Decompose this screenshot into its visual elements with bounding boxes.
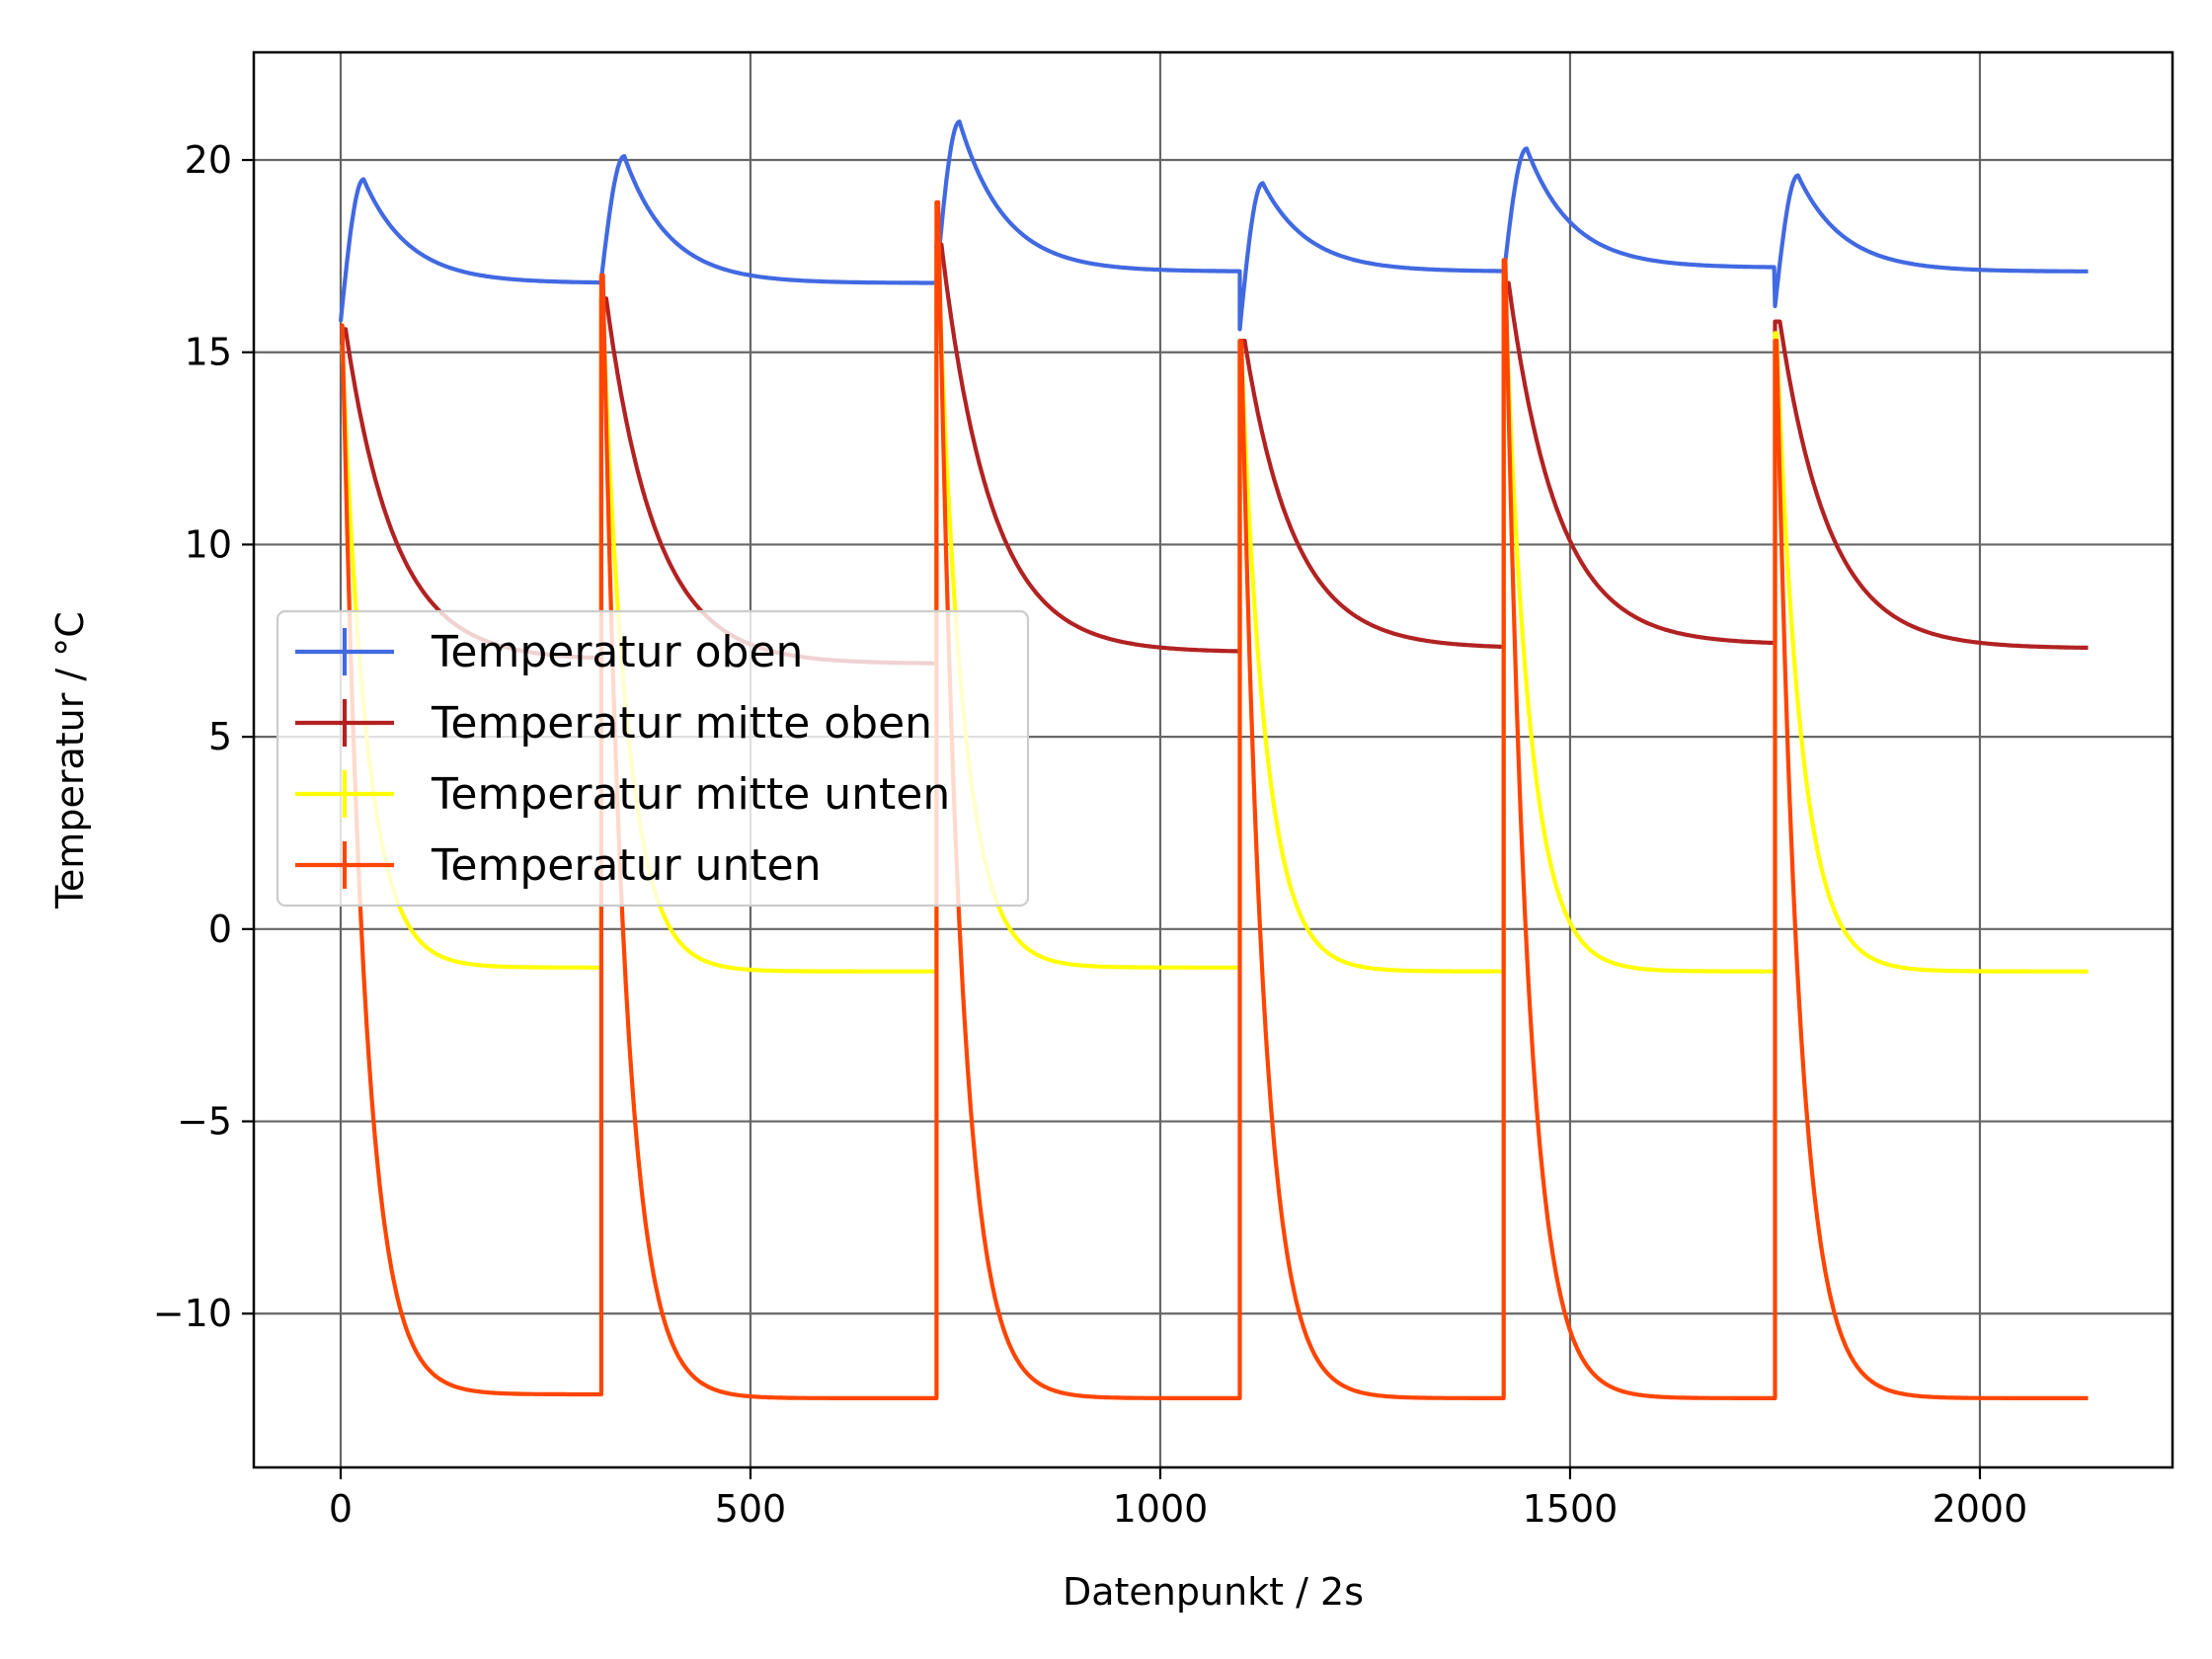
y-axis-label: Temperatur / °C: [48, 611, 92, 909]
legend-box: [276, 609, 1030, 908]
x-tick-label: 1500: [1523, 1487, 1619, 1531]
series-layer: [338, 119, 2089, 1400]
legend-label: Temperatur unten: [431, 840, 822, 891]
y-tick-label: 0: [208, 908, 232, 951]
y-tick-label: 15: [185, 331, 232, 374]
series-line-2: [341, 242, 2089, 667]
legend: Temperatur oben Temperatur mitte oben Temp…: [276, 609, 1030, 908]
x-tick-label: 500: [715, 1487, 787, 1531]
y-tick-label: 5: [208, 715, 232, 758]
series-line-1: [338, 119, 2089, 332]
x-tick-label: 1000: [1113, 1487, 1209, 1531]
x-tick-label: 2000: [1933, 1487, 2028, 1531]
y-tick-label: −10: [153, 1292, 232, 1335]
plot-frame: [252, 50, 2174, 1469]
legend-label: Temperatur mitte unten: [431, 769, 950, 820]
series-line-4: [340, 199, 2089, 1400]
y-tick-label: −5: [177, 1100, 232, 1144]
legend-label: Temperatur mitte oben: [431, 698, 932, 749]
x-tick-label: 0: [329, 1487, 353, 1531]
x-axis-label: Datenpunkt / 2s: [1063, 1570, 1364, 1614]
y-tick-label: 10: [185, 522, 232, 566]
legend-label: Temperatur oben: [431, 627, 803, 677]
y-axis: −10 −5 0 5 10 15 20: [153, 138, 254, 1335]
x-axis: 0 500 1000 1500 2000: [329, 1467, 2027, 1531]
y-tick-label: 20: [185, 138, 232, 182]
